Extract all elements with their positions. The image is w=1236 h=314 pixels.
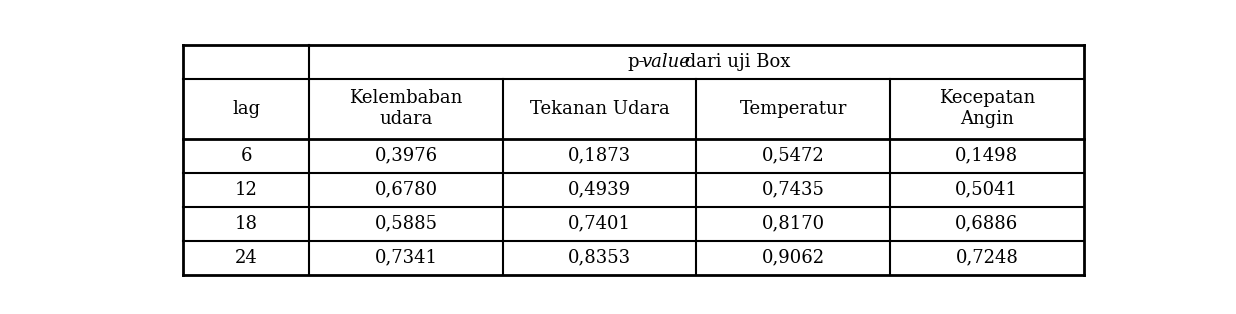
Text: Tekanan Udara: Tekanan Udara: [530, 100, 670, 118]
Text: 0,3976: 0,3976: [375, 147, 438, 165]
Text: 0,8170: 0,8170: [761, 214, 824, 233]
Text: 0,1498: 0,1498: [955, 147, 1018, 165]
Text: 0,7435: 0,7435: [761, 181, 824, 198]
Text: 6: 6: [241, 147, 252, 165]
Text: 0,8353: 0,8353: [569, 249, 632, 267]
Text: 0,6780: 0,6780: [375, 181, 438, 198]
Text: 0,6886: 0,6886: [955, 214, 1018, 233]
Text: Temperatur: Temperatur: [739, 100, 847, 118]
Text: 24: 24: [235, 249, 257, 267]
Text: 0,1873: 0,1873: [569, 147, 632, 165]
Text: 0,4939: 0,4939: [569, 181, 632, 198]
Text: 0,7401: 0,7401: [569, 214, 632, 233]
Text: 0,9062: 0,9062: [761, 249, 824, 267]
Text: dari uji Box: dari uji Box: [679, 53, 790, 71]
Text: 0,7248: 0,7248: [955, 249, 1018, 267]
Text: 12: 12: [235, 181, 257, 198]
Text: 0,5472: 0,5472: [761, 147, 824, 165]
Text: lag: lag: [232, 100, 261, 118]
Text: Kecepatan
Angin: Kecepatan Angin: [939, 89, 1035, 128]
Text: value: value: [641, 53, 690, 71]
Text: 0,5885: 0,5885: [375, 214, 438, 233]
Text: 18: 18: [235, 214, 258, 233]
Text: p-: p-: [628, 53, 645, 71]
Text: Kelembaban
udara: Kelembaban udara: [350, 89, 462, 128]
Text: 0,5041: 0,5041: [955, 181, 1018, 198]
Text: 0,7341: 0,7341: [375, 249, 438, 267]
